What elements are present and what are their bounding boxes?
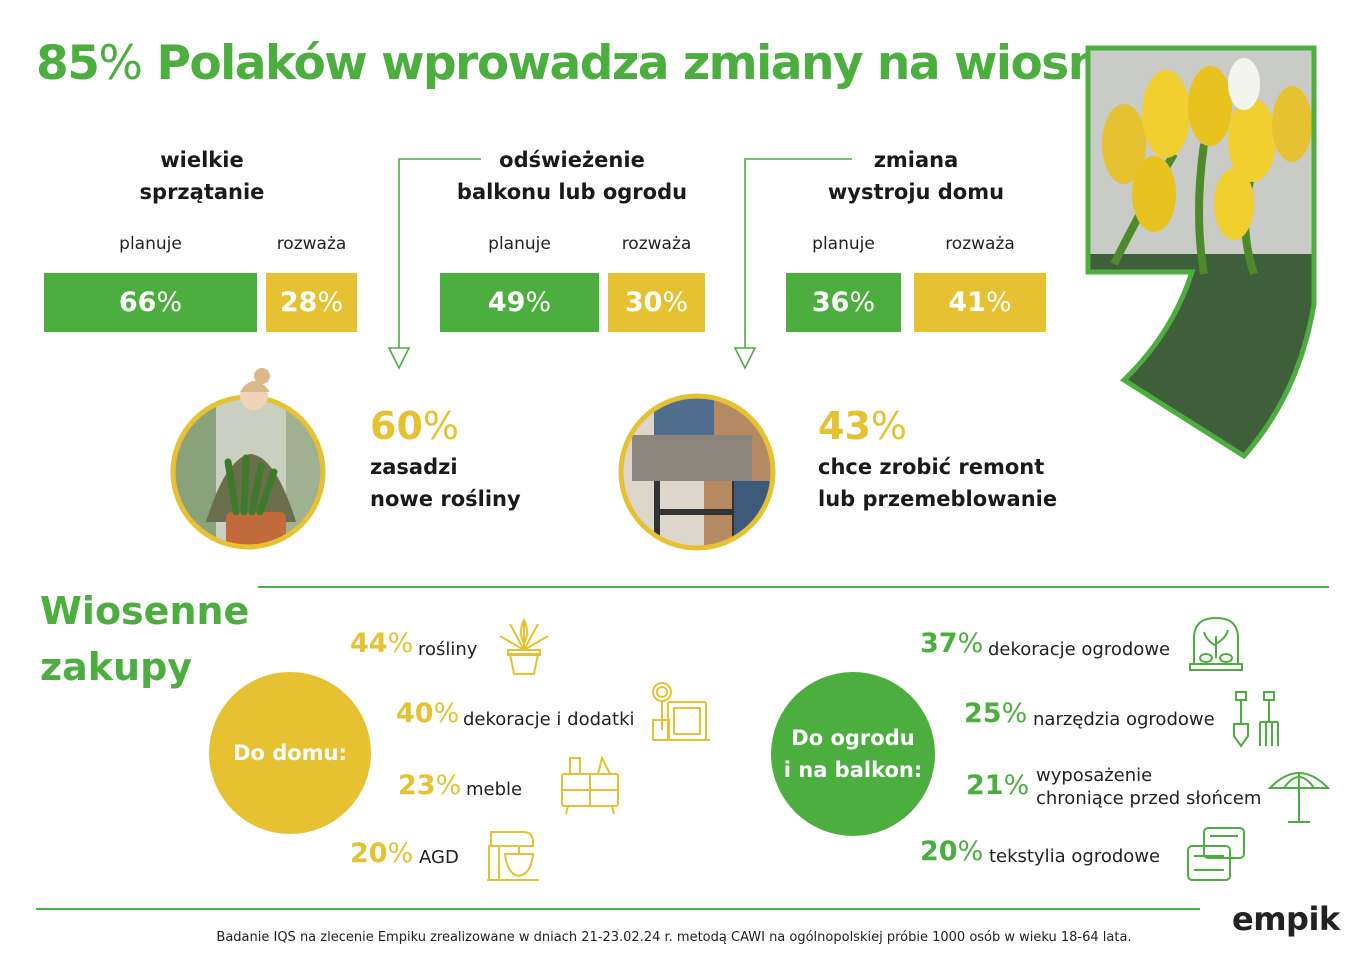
home-item-value: 40% (396, 698, 460, 729)
footer-divider (36, 908, 1200, 910)
group-title-decor: zmiana wystroju domu (827, 148, 1005, 204)
potted-plant-icon (499, 617, 549, 675)
page-title: 85% Polaków wprowadza zmiany na wiosnę (36, 36, 1132, 91)
home-item-value: 23% (398, 770, 462, 801)
highlight-text-renovation: chce zrobić remont lub przemeblowanie (818, 455, 1058, 511)
cushions-icon (1187, 827, 1245, 881)
moving-furniture-photo (618, 393, 776, 551)
garden-item-value: 25% (964, 698, 1028, 729)
home-item-label: dekoracje i dodatki (463, 709, 635, 730)
home-item-label: meble (466, 779, 523, 800)
picture-frame-icon (652, 682, 710, 741)
home-item-value: 44% (350, 628, 414, 659)
yellow-tulips-photo (1085, 45, 1317, 460)
dresser-icon (561, 755, 619, 815)
garden-category-circle: Do ogrodu i na balkon: (771, 672, 935, 836)
section-divider (258, 586, 1329, 588)
terrarium-icon (1189, 616, 1243, 671)
home-item-value: 20% (350, 838, 414, 869)
highlight-text-plants: zasadzi nowe rośliny (370, 455, 521, 511)
garden-item-label: wyposażenie chroniące przed słońcem (1036, 765, 1262, 809)
garden-item-value: 20% (920, 836, 984, 867)
connector-arrow-balcony (387, 158, 481, 370)
home-item-label: rośliny (418, 639, 478, 660)
garden-item-label: tekstylia ogrodowe (989, 846, 1161, 867)
garden-tools-icon (1233, 691, 1279, 748)
section-title: Wiosenne zakupy (40, 589, 250, 689)
bar-consider-cleaning: 28% (266, 273, 357, 332)
stand-mixer-icon (487, 831, 539, 881)
highlight-value-plants: 60% (370, 404, 459, 448)
bar-consider-decor: 41% (914, 273, 1046, 332)
garden-item-label: narzędzia ogrodowe (1033, 709, 1215, 730)
consider-label: rozważa (276, 234, 347, 254)
home-category-circle: Do domu: (209, 672, 371, 834)
connector-arrow-decor (733, 158, 852, 370)
plan-label: planuje (488, 234, 551, 254)
group-title-balcony: odświeżenie balkonu lub ogrodu (456, 148, 688, 204)
bar-consider-balcony: 30% (608, 273, 705, 332)
garden-item-value: 21% (966, 770, 1030, 801)
bar-plan-decor: 36% (786, 273, 901, 332)
plan-label: planuje (812, 234, 875, 254)
garden-item-value: 37% (920, 628, 984, 659)
consider-label: rozważa (621, 234, 692, 254)
consider-label: rozważa (945, 234, 1015, 254)
garden-item-label: dekoracje ogrodowe (988, 639, 1171, 660)
highlight-value-renovation: 43% (818, 404, 907, 448)
home-item-label: AGD (419, 847, 459, 868)
empik-logo: empik (1232, 900, 1340, 938)
bar-plan-cleaning: 66% (44, 273, 257, 332)
bar-plan-balcony: 49% (440, 273, 599, 332)
survey-footnote: Badanie IQS na zlecenie Empiku zrealizow… (216, 930, 1132, 945)
umbrella-icon (1268, 772, 1330, 823)
plan-label: planuje (119, 234, 182, 254)
woman-planting-photo (170, 368, 326, 550)
group-title-cleaning: wielkie sprzątanie (139, 148, 265, 204)
